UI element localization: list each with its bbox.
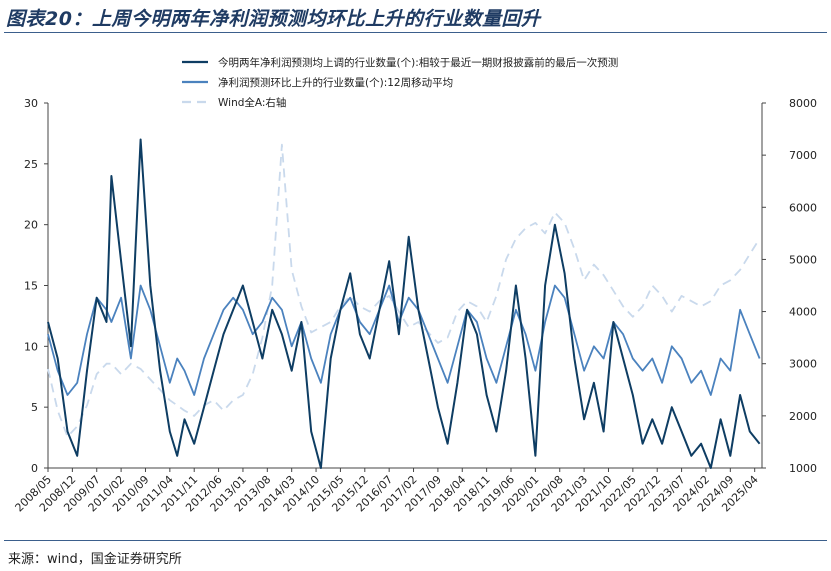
chart-legend: 今明两年净利润预测均上调的行业数量(个):相较于最近一期财报披露前的最后一次预测… <box>182 56 618 109</box>
right-tick-label: 2000 <box>789 410 817 423</box>
left-tick-label: 20 <box>24 219 38 232</box>
chart-series-layer <box>47 138 761 469</box>
source-note: 来源：wind，国金证券研究所 <box>8 552 182 567</box>
left-tick-label: 30 <box>24 97 38 110</box>
legend-label-2: Wind全A:右轴 <box>218 96 286 109</box>
legend-label-1: 净利润预测环比上升的行业数量(个):12周移动平均 <box>218 76 453 89</box>
right-tick-label: 7000 <box>789 149 817 162</box>
series-line-upgrade-count <box>47 138 761 469</box>
right-tick-label: 1000 <box>789 462 817 475</box>
footer-divider <box>4 540 827 541</box>
right-tick-label: 6000 <box>789 201 817 214</box>
right-tick-label: 3000 <box>789 358 817 371</box>
left-tick-label: 5 <box>31 401 38 414</box>
chart-title: 图表20：上周今明两年净利润预测均环比上升的行业数量回升 <box>6 8 541 30</box>
legend-label-0: 今明两年净利润预测均上调的行业数量(个):相较于最近一期财报披露前的最后一次预测 <box>218 56 618 69</box>
left-tick-label: 0 <box>31 462 38 475</box>
left-tick-label: 10 <box>24 340 38 353</box>
left-tick-label: 25 <box>24 158 38 171</box>
right-tick-label: 8000 <box>789 97 817 110</box>
title-divider <box>4 32 827 33</box>
right-tick-label: 4000 <box>789 306 817 319</box>
left-tick-label: 15 <box>24 280 38 293</box>
series-line-ma12 <box>47 284 761 396</box>
right-tick-label: 5000 <box>789 253 817 266</box>
